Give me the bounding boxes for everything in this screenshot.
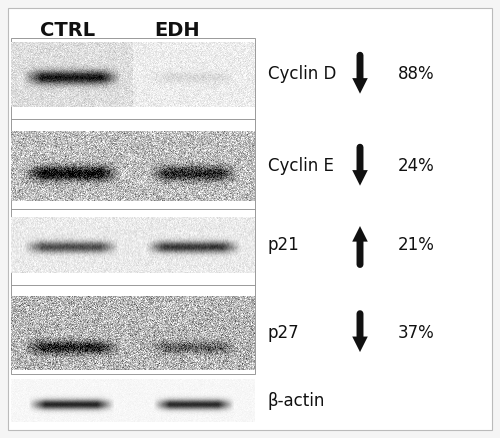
Text: 21%: 21%	[398, 236, 435, 254]
Text: 88%: 88%	[398, 65, 434, 84]
Text: 24%: 24%	[398, 157, 435, 176]
Text: p27: p27	[268, 324, 299, 342]
Text: CTRL: CTRL	[40, 21, 94, 39]
Text: p21: p21	[268, 236, 299, 254]
Bar	[11, 38, 255, 374]
Text: EDH: EDH	[154, 21, 200, 39]
Text: Cyclin D: Cyclin D	[268, 65, 336, 84]
Text: Cyclin E: Cyclin E	[268, 157, 334, 176]
Text: β-actin: β-actin	[268, 392, 325, 410]
Text: 37%: 37%	[398, 324, 435, 342]
